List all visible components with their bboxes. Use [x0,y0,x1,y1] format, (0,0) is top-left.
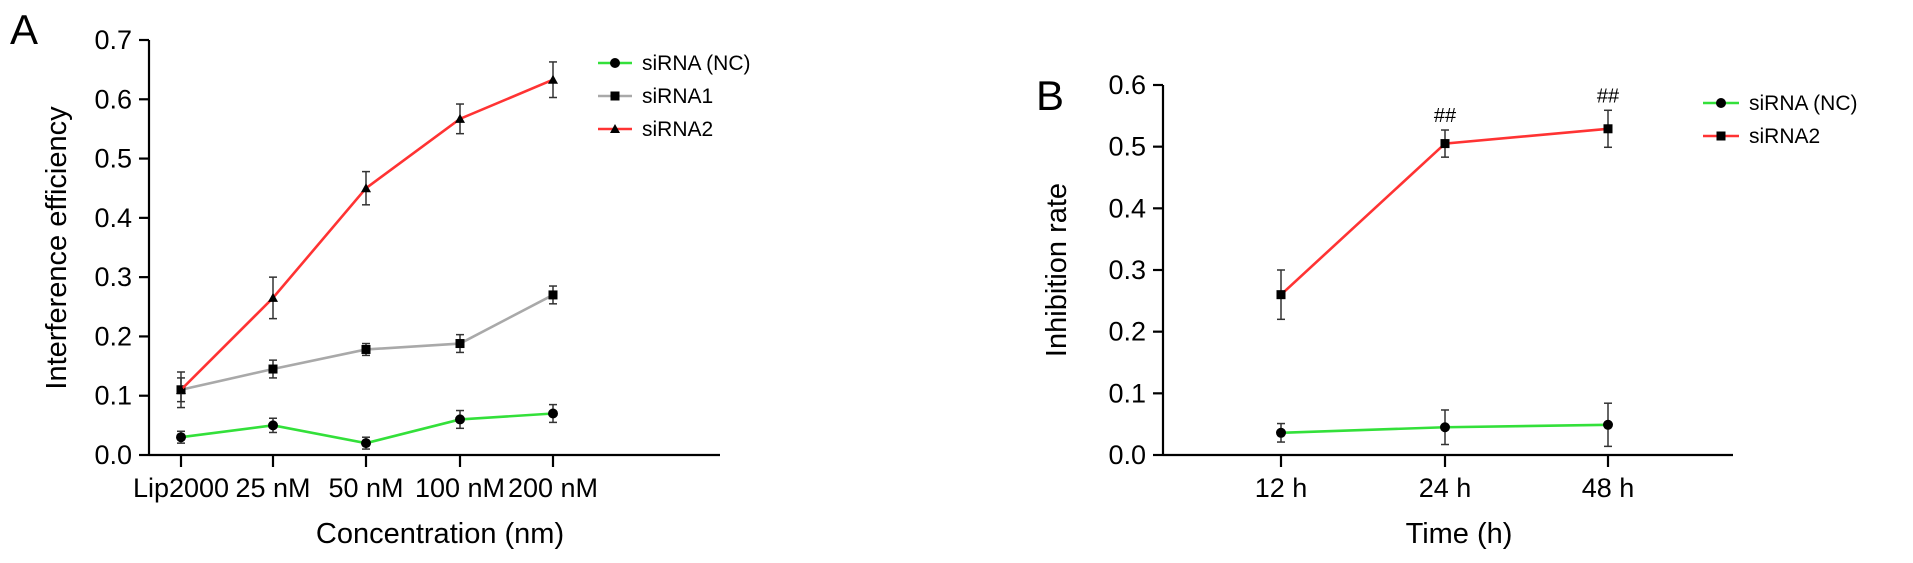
panel-b-y-tick-label: 0.6 [1108,70,1146,100]
panel-b-legend: siRNA (NC) siRNA2 [1703,92,1858,148]
panel-a-data-point [268,364,278,374]
panel-a-chart: A Interference efficiency Concentration … [10,6,751,550]
panel-b-y-tick-label: 0.2 [1108,317,1146,347]
panel-a-legend-label: siRNA1 [642,85,713,108]
panel-a-y-tick-label: 0.4 [94,203,132,233]
panel-a-legend-marker [610,124,620,133]
panel-a-data-point [176,432,186,443]
panel-a-letter: A [10,6,38,53]
panel-b-ticks: 0.0 0.1 0.2 0.3 0.4 0.5 0.6 12 h 24 h 48 h [1108,70,1634,503]
panel-b-data-point [1440,422,1450,433]
panel-a-y-tick-label: 0.2 [94,321,132,351]
panel-a-data-point [548,408,558,419]
panel-b-y-tick-label: 0.5 [1108,132,1146,162]
panel-b-data-point [1276,427,1286,438]
panel-b-x-axis-title: Time (h) [1406,518,1513,550]
panel-b-y-tick-label: 0.0 [1108,440,1146,470]
panel-b-chart: B Inhibition rate Time (h) 0.00.10.20.30… [1036,70,1858,550]
panel-b-y-tick-label: 0.3 [1108,255,1146,285]
panel-b-y-axis-title: Inhibition rate [1041,183,1073,357]
panel-a-x-tick-label: 100 nM [415,473,505,503]
panel-b-legend-marker [1716,131,1726,141]
panel-a-x-tick-label: 50 nM [328,473,403,503]
panel-b-annotation: ## [1434,105,1457,127]
panel-b-data-point [1603,419,1613,430]
panel-b-y-tick-label: 0.4 [1108,193,1146,223]
panel-a-y-tick-label: 0.0 [94,440,132,470]
panel-a-y-axis-title: Interference efficiency [41,106,73,390]
panel-a-series-1 [176,285,558,403]
panel-b-annotation: ## [1597,85,1620,107]
panel-a-data-point [361,438,371,449]
panel-a-y-tick-label: 0.6 [94,84,132,114]
panel-a-x-tick-label: 200 nM [508,473,598,503]
panel-b-series [1276,109,1613,448]
panel-a-x-tick-label: Lip2000 [133,473,229,503]
panel-b-x-tick-label: 24 h [1419,473,1472,503]
panel-a-data-point [268,292,278,302]
panel-a-y-tick-label: 0.1 [94,381,132,411]
panel-a-data-point [268,420,278,431]
panel-a-y-tick-label: 0.5 [94,144,132,174]
panel-b-x-tick-label: 48 h [1582,473,1635,503]
panel-b-series-1 [1276,109,1613,321]
panel-b-legend-marker [1716,98,1726,108]
panel-a-legend-marker [610,58,620,68]
panel-a-legend-item: siRNA (NC) [598,52,751,75]
panel-a-data-point [455,414,465,425]
panel-a-series-0 [176,403,558,450]
panel-a-legend-label: siRNA2 [642,118,713,141]
panel-a-ticks: 0.0 0.1 0.2 0.3 0.4 0.5 0.6 0.7 Lip2000 25 nM 50 n… [94,25,598,503]
panel-a-legend-item: siRNA2 [598,118,713,141]
panel-b-x-tick-label: 12 h [1255,473,1308,503]
panel-b-legend-item: siRNA (NC) [1703,92,1858,115]
panel-a-y-tick-label: 0.7 [94,25,132,55]
panel-a-series-line [180,293,554,392]
panel-a-data-point [455,339,465,349]
panel-a-data-point [361,344,371,354]
panel-a-data-point [361,183,371,193]
panel-a-x-tick-label: 25 nM [235,473,310,503]
panel-a-legend-item: siRNA1 [598,85,713,108]
panel-a-legend-marker [610,91,620,101]
panel-b-legend-label: siRNA (NC) [1749,92,1858,115]
panel-a-data-point [548,74,558,84]
panel-b-data-point [1276,290,1286,300]
panel-a-x-axis-title: Concentration (nm) [316,518,564,550]
panel-b-data-point [1603,124,1613,134]
panel-a-data-point [455,113,465,123]
panel-b-letter: B [1036,72,1064,119]
panel-b-data-point [1440,139,1450,149]
panel-a-legend: siRNA (NC) siRNA1 siRNA2 [598,52,751,141]
panel-a-data-point [548,290,558,300]
panel-b-legend-label: siRNA2 [1749,125,1820,148]
panel-a-data-point [176,384,186,394]
panel-a-series [176,61,558,450]
panel-a-legend-label: siRNA (NC) [642,52,751,75]
panel-b-annotations: ## ## [1434,85,1620,127]
panel-a-y-tick-label: 0.3 [94,262,132,292]
panel-b-series-0 [1276,402,1613,448]
panel-a-series-2 [176,61,558,409]
panel-b-y-tick-label: 0.1 [1108,378,1146,408]
panel-b-legend-item: siRNA2 [1703,125,1820,148]
